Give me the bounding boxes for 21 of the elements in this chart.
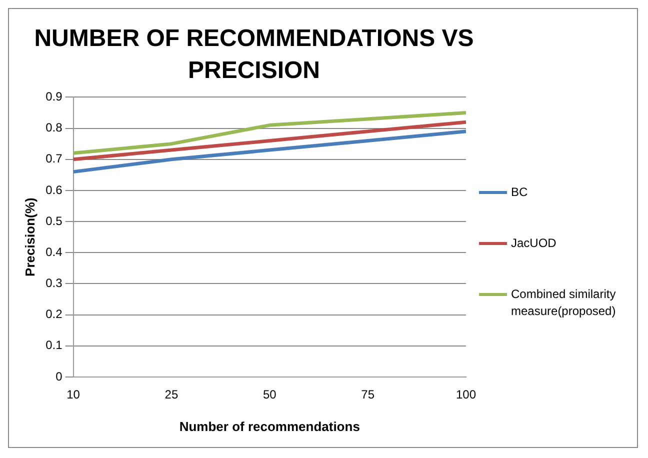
y-tick-label: 0.8 [46, 120, 63, 135]
y-tick-label: 0 [56, 369, 63, 384]
y-tick-label: 0.9 [46, 90, 63, 104]
x-tick-label: 100 [456, 388, 476, 402]
legend-label: BC [511, 184, 528, 201]
legend-label: JacUOD [511, 235, 556, 252]
x-tick-label: 75 [361, 388, 375, 402]
x-tick-label: 50 [262, 388, 277, 402]
x-tick-label: 25 [164, 388, 178, 402]
y-tick-label: 0.1 [46, 338, 63, 352]
x-axis-title: Number of recommendations [179, 418, 360, 434]
y-tick-label: 0.2 [46, 307, 63, 322]
y-tick-label: 0.4 [46, 244, 63, 259]
x-tick-label: 10 [66, 388, 80, 402]
chart-title: NUMBER OF RECOMMENDATIONS VS PRECISION [33, 24, 475, 86]
legend-label: Combined similarity measure(proposed) [511, 286, 617, 320]
y-tick-label: 0.3 [46, 276, 63, 290]
y-tick-label: 0.7 [46, 152, 63, 166]
y-tick-label: 0.5 [46, 214, 63, 228]
y-tick-label: 0.6 [46, 182, 63, 197]
y-axis-title: Precision(%) [22, 198, 38, 276]
